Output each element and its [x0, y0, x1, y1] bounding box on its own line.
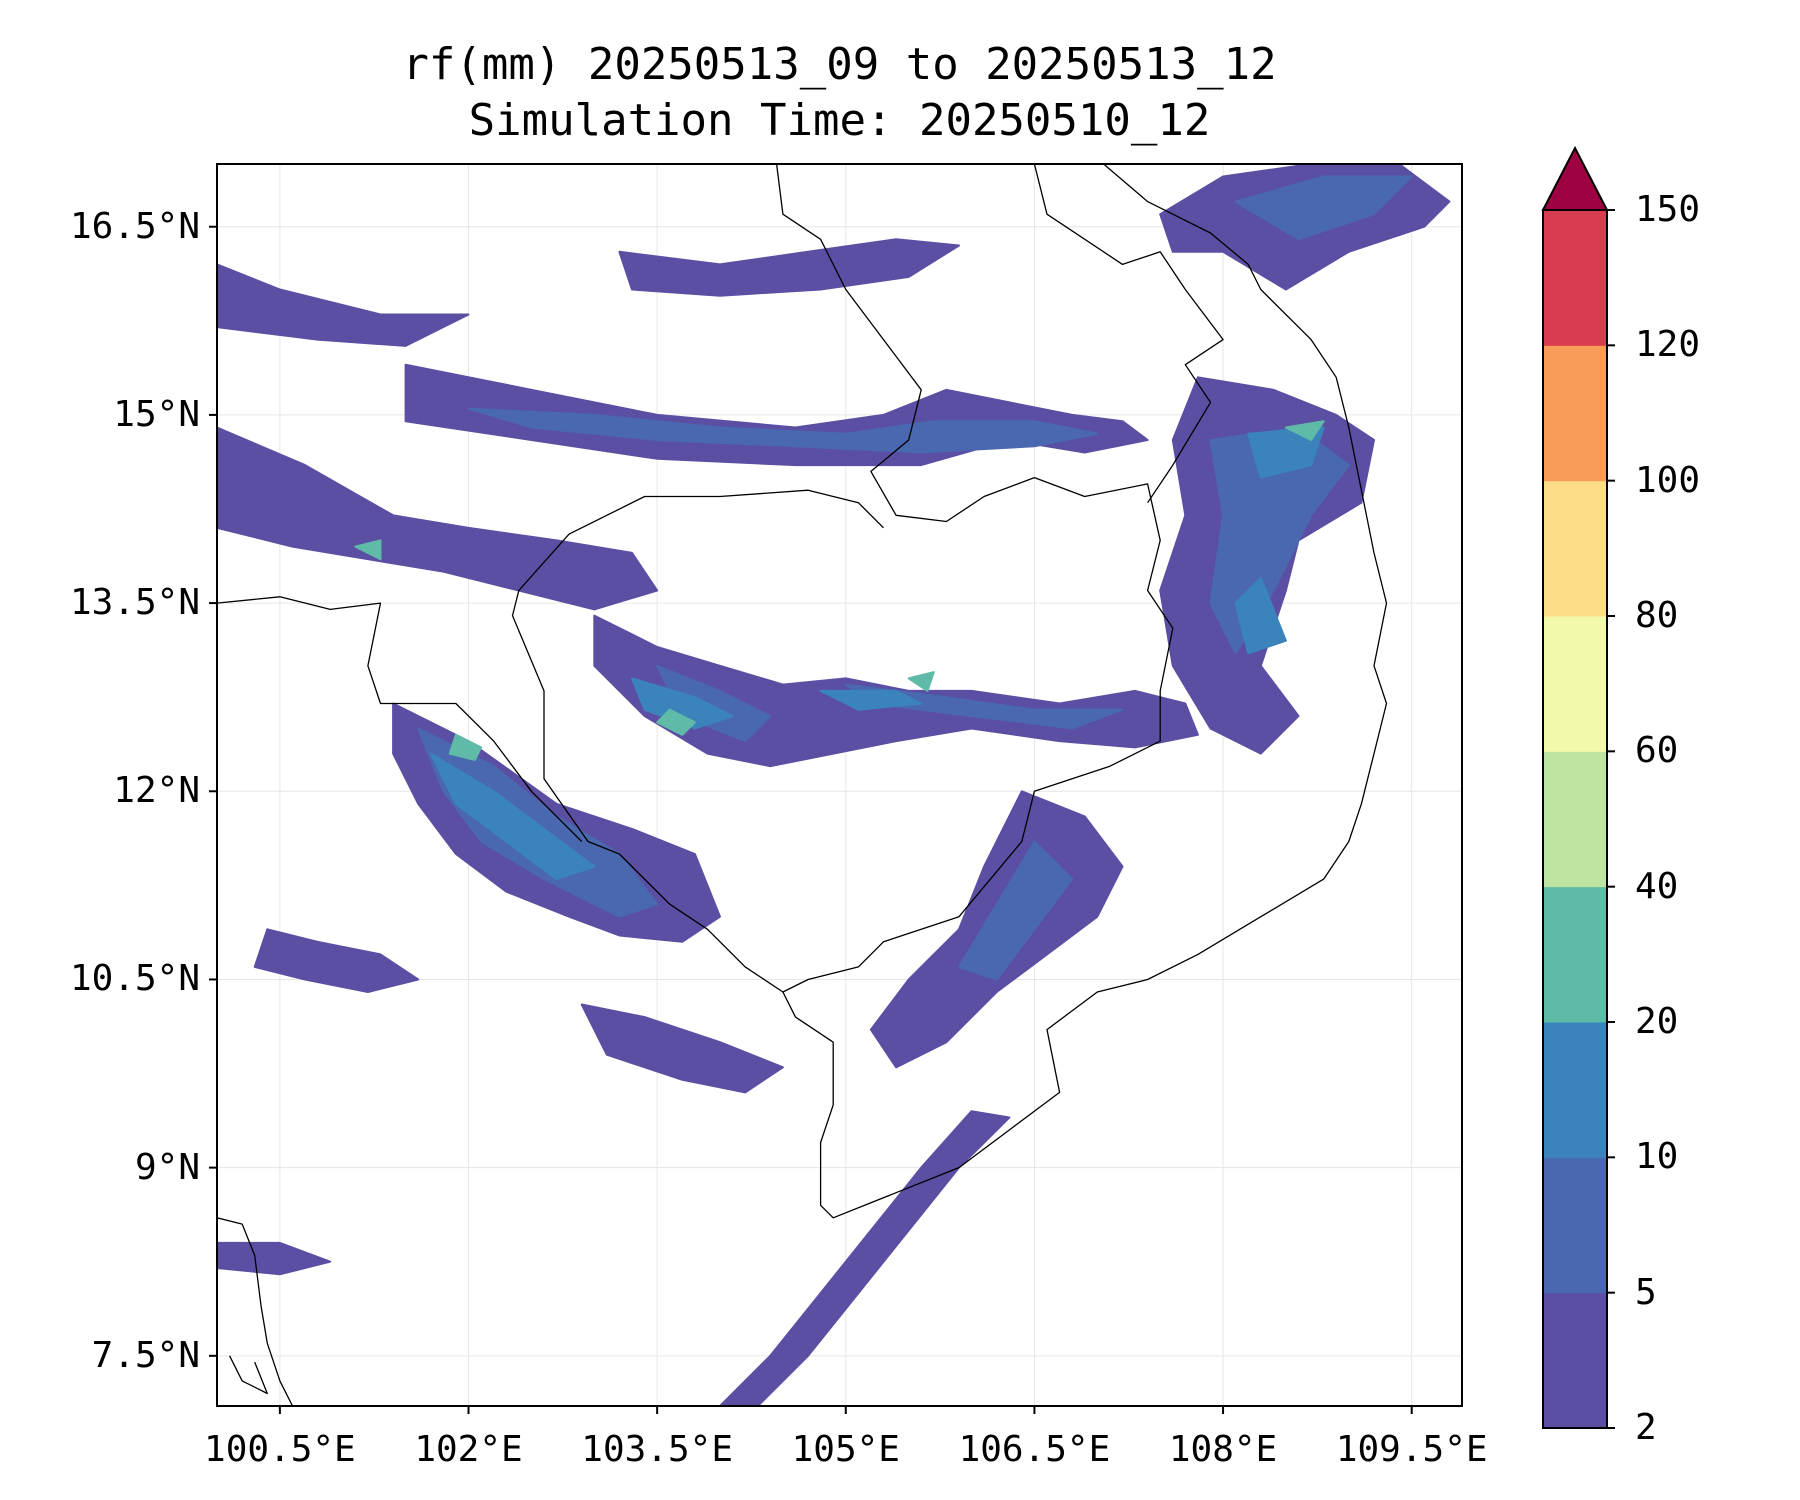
lon-tick-label-2: 103.5°E [581, 1429, 733, 1470]
rain-area-19 [1234, 175, 1413, 241]
colorbar-segment-3 [1543, 886, 1607, 1023]
lat-tick-label-1: 15°N [113, 393, 200, 435]
colorbar-label-0: 2 [1635, 1407, 1657, 1448]
colorbar-segment-8 [1543, 210, 1607, 346]
colorbar-label-5: 60 [1635, 730, 1679, 772]
colorbar-label-7: 100 [1635, 459, 1701, 501]
colorbar-extend-arrow [1541, 145, 1609, 211]
axis-ticks [209, 225, 1413, 1414]
colorbar-label-4: 40 [1635, 865, 1679, 907]
rain-area-9 [580, 1003, 784, 1094]
rain-area-14 [417, 727, 659, 918]
rain-area-1 [217, 426, 659, 611]
map-background [217, 164, 1462, 1406]
colorbar-segment-0 [1543, 1292, 1607, 1429]
lon-tick-label-4: 106.5°E [958, 1429, 1111, 1470]
colorbar-label-9: 150 [1635, 189, 1701, 230]
rain-area-29 [907, 671, 935, 692]
lat-tick-label-0: 16.5°N [69, 205, 200, 247]
coastline-2 [782, 164, 1388, 1219]
rain-area-25 [448, 733, 483, 761]
rain-area-24 [1234, 577, 1287, 655]
colorbar-segment-6 [1543, 480, 1607, 617]
lat-tick-label-3: 12°N [113, 770, 200, 812]
coastline-3 [217, 596, 583, 842]
rain-area-8 [253, 928, 420, 993]
lat-tick-label-5: 9°N [134, 1146, 200, 1188]
lat-tick-label-4: 10.5°N [69, 958, 200, 1000]
rain-area-20 [429, 752, 596, 881]
coastline-5 [229, 1355, 268, 1395]
lon-tick-label-0: 100.5°E [204, 1429, 356, 1470]
colorbar-segment-2 [1543, 1022, 1607, 1158]
coastlines-borders [217, 164, 1388, 1406]
map-title-line1: rf(mm) 20250513_09 to 20250513_12 [402, 39, 1277, 90]
colorbar-label-3: 20 [1635, 1001, 1679, 1042]
map-frame [216, 163, 1463, 1407]
lat-tick-label-2: 13.5°N [69, 582, 200, 624]
rain-area-10 [217, 1241, 332, 1276]
rain-area-27 [1284, 420, 1325, 441]
lon-tick-label-1: 102°E [414, 1429, 523, 1470]
lon-tick-label-3: 105°E [791, 1429, 900, 1470]
colorbar [1541, 145, 1615, 1429]
rain-area-21 [631, 677, 734, 730]
colorbar-label-8: 120 [1635, 324, 1701, 366]
colorbar-label-1: 5 [1635, 1271, 1657, 1313]
coastline-4 [217, 1217, 294, 1406]
rain-area-13 [467, 407, 1099, 454]
coastline-1 [1033, 164, 1224, 504]
rain-area-11 [217, 263, 470, 347]
rain-area-26 [656, 708, 696, 736]
colorbar-segment-7 [1543, 345, 1607, 482]
rain-area-28 [354, 539, 382, 561]
rain-area-18 [958, 840, 1074, 981]
lat-tick-label-6: 7.5°N [91, 1334, 200, 1376]
colorbar-segment-4 [1543, 751, 1607, 888]
coastline-0 [511, 164, 1174, 993]
rain-area-22 [819, 689, 923, 711]
colorbar-label-6: 80 [1635, 595, 1679, 636]
lon-tick-label-5: 108°E [1168, 1429, 1278, 1470]
rainfall-contours [217, 164, 1451, 1406]
rain-area-12 [618, 238, 960, 297]
colorbar-frame [1542, 209, 1608, 1429]
map-title-line2: Simulation Time: 20250510_12 [468, 95, 1211, 146]
colorbar-segment-1 [1543, 1157, 1607, 1294]
colorbar-label-2: 10 [1635, 1136, 1679, 1178]
lon-tick-label-6: 109.5°E [1335, 1429, 1488, 1470]
colorbar-segment-5 [1543, 616, 1607, 752]
